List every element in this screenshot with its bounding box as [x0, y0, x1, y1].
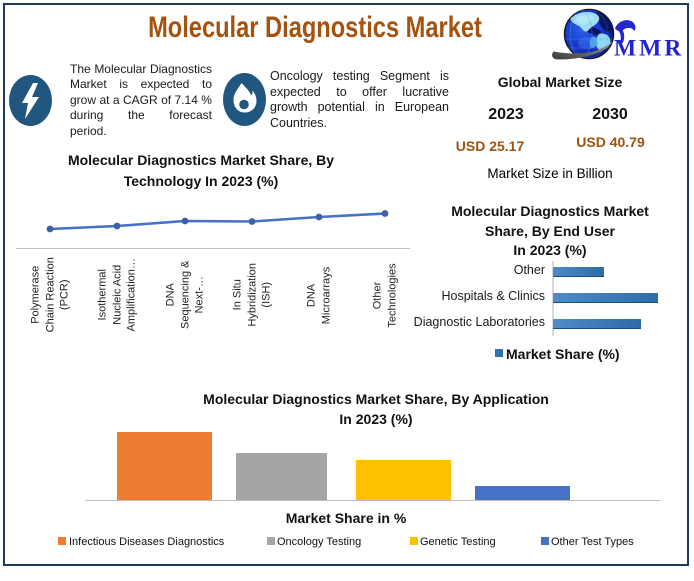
svg-text:MMR: MMR [614, 36, 684, 62]
